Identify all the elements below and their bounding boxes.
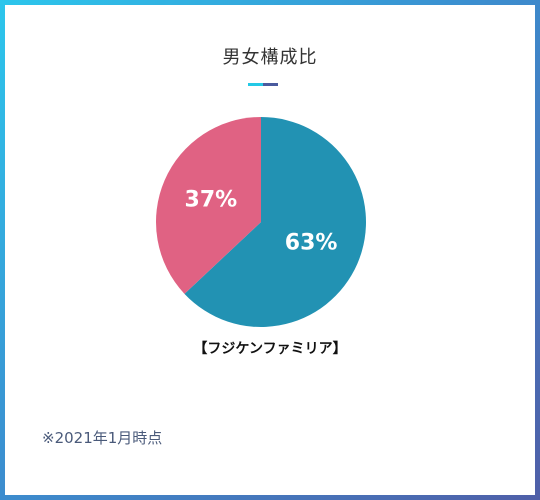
pie-slice-0 xyxy=(184,117,367,327)
chart-title: 男女構成比 xyxy=(222,47,318,68)
title-underline xyxy=(248,83,278,86)
pie-label-1: 37% xyxy=(185,187,238,212)
pie-slice-1 xyxy=(156,117,261,294)
company-label: 【フジケンファミリア】 xyxy=(193,341,347,357)
pie-label-0: 63% xyxy=(285,231,338,256)
pie-chart: 63% 37% xyxy=(156,117,367,327)
card: 男女構成比 63% 37% 【フジケンファミリア】 ※2021年1月時点 xyxy=(5,5,535,495)
footnote: ※2021年1月時点 xyxy=(42,429,163,447)
